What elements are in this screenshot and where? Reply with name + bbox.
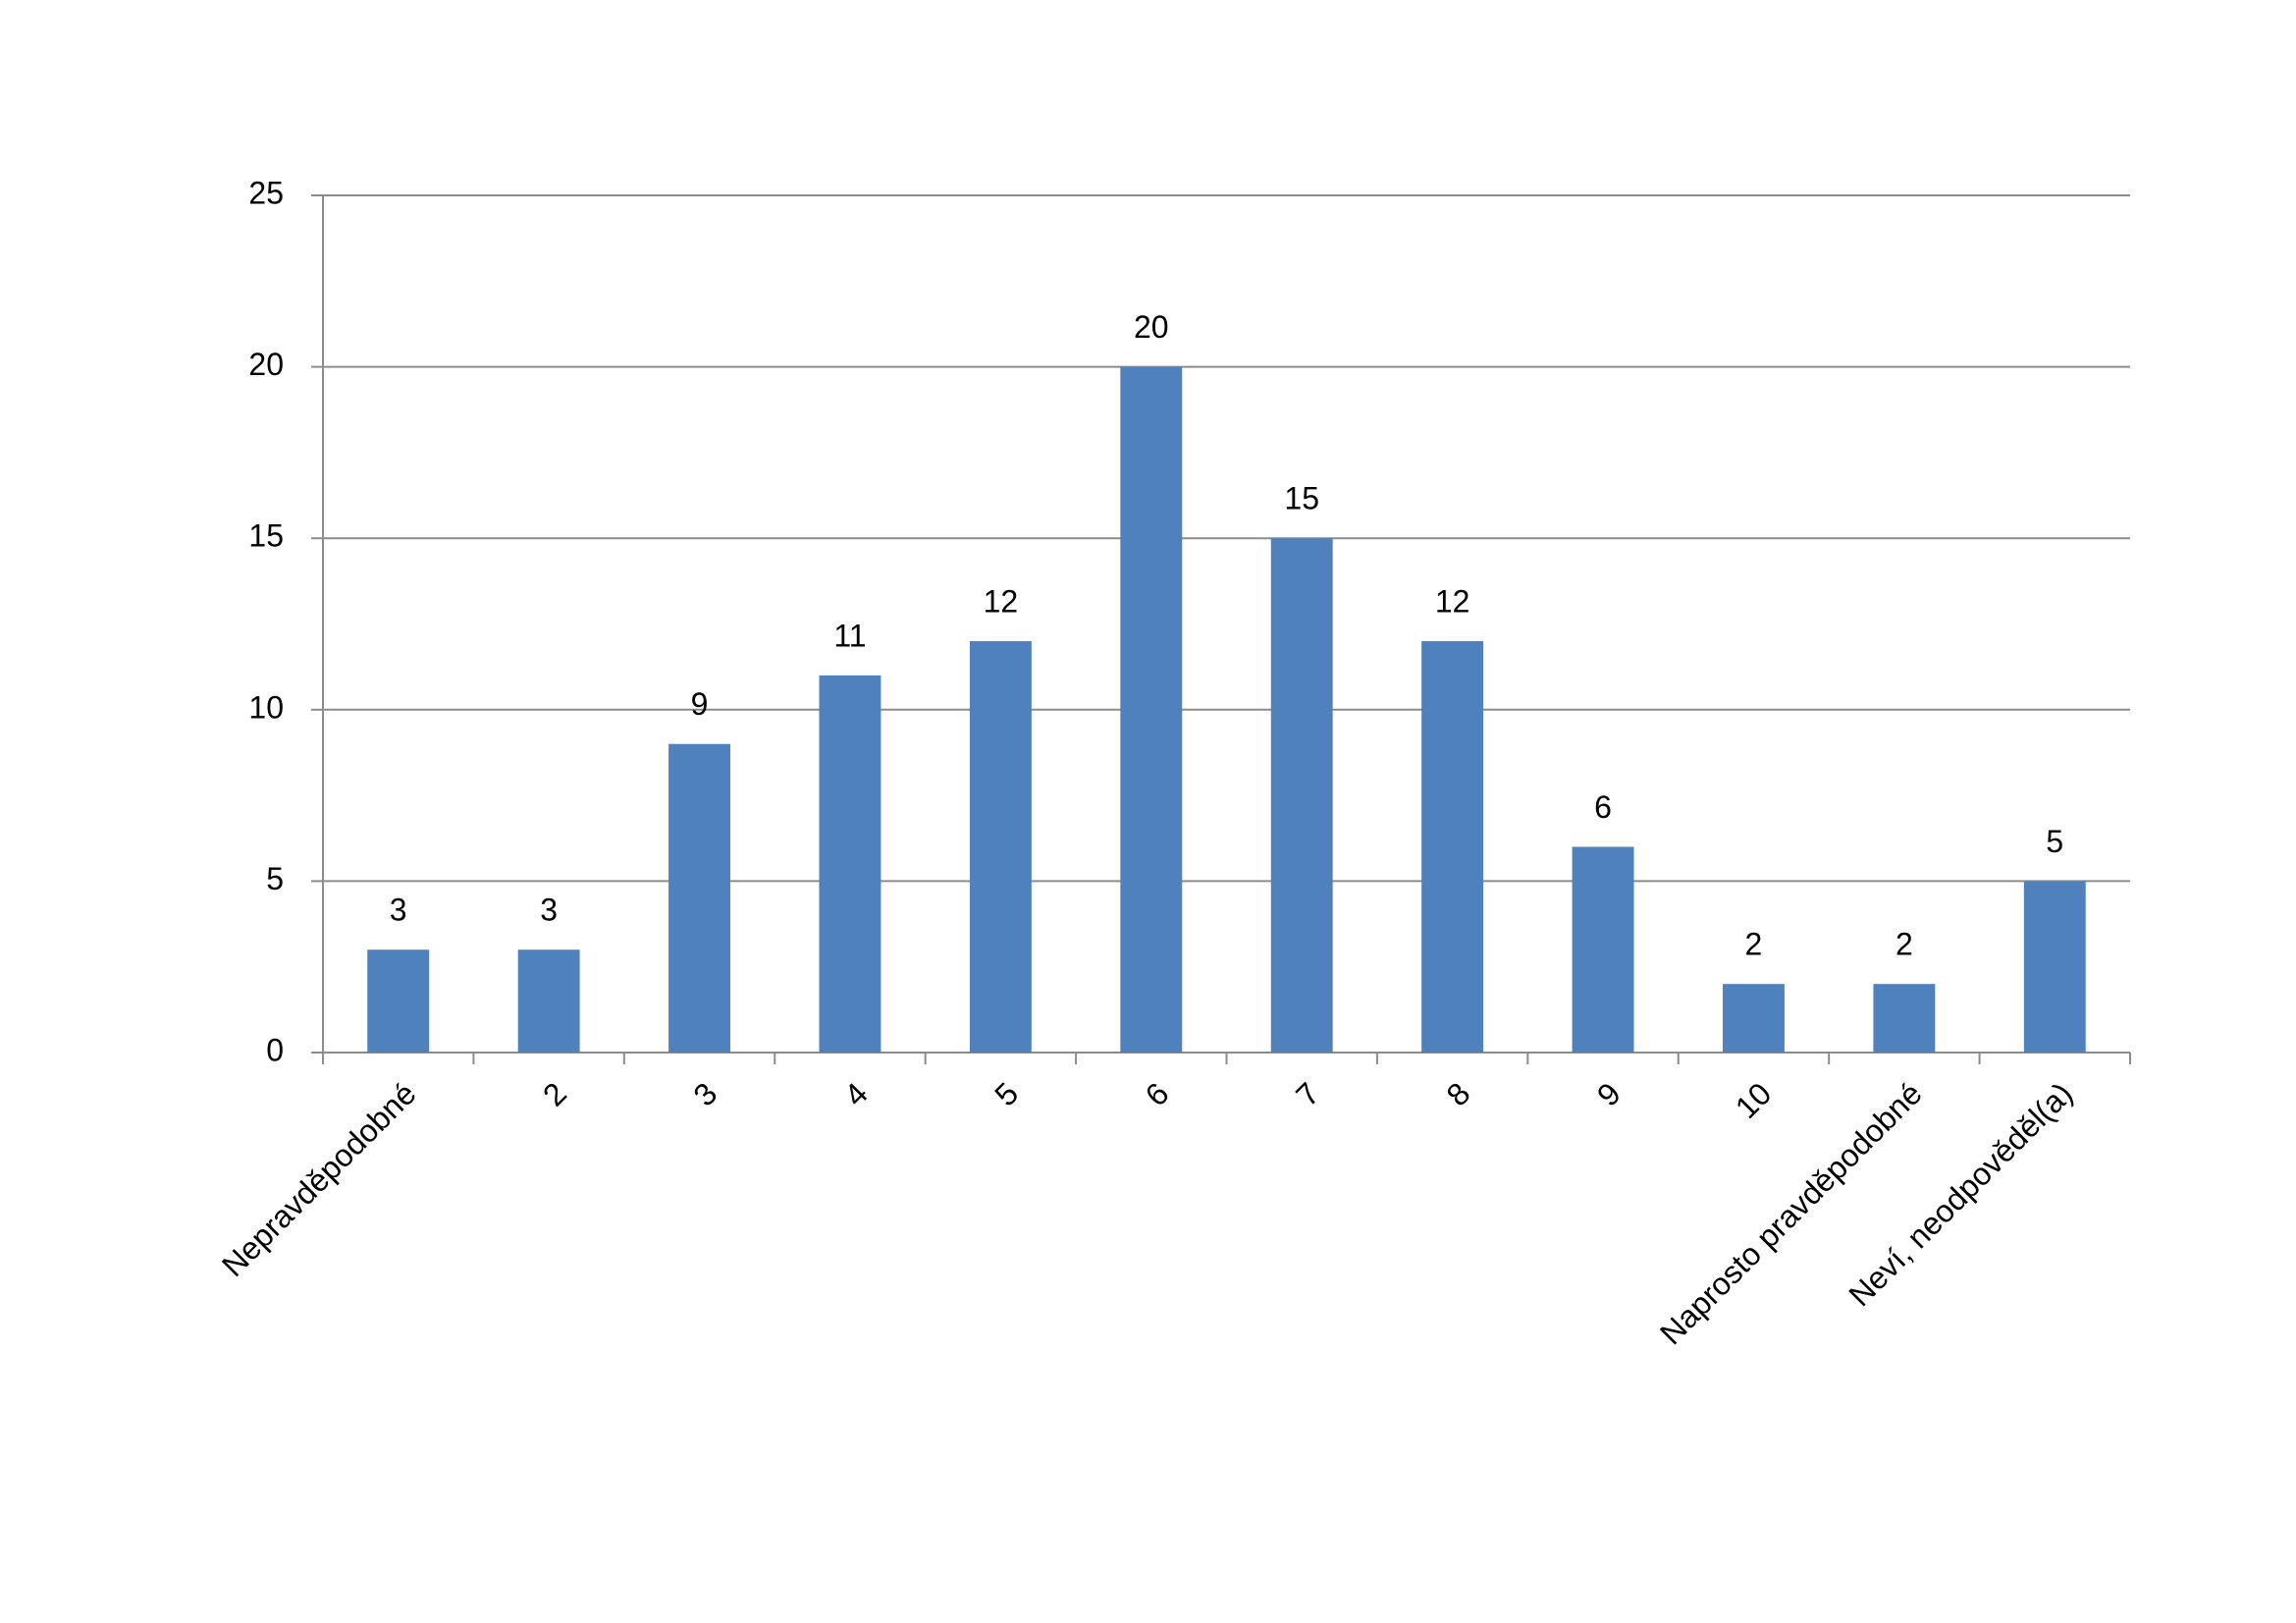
x-tick-label: Naprosto pravděpodobné [1653, 1075, 1929, 1351]
bar [1723, 984, 1785, 1053]
data-label: 12 [984, 583, 1019, 619]
data-label: 2 [1896, 927, 1913, 962]
y-tick-label: 0 [266, 1032, 284, 1067]
x-tick-label: 4 [837, 1075, 875, 1112]
x-tick-label: 3 [686, 1075, 723, 1112]
bar [367, 949, 430, 1053]
bar [1421, 640, 1484, 1053]
x-tick-label: 5 [988, 1075, 1025, 1112]
data-label: 2 [1745, 927, 1763, 962]
y-tick-label: 10 [248, 689, 284, 725]
data-label: 11 [833, 618, 866, 653]
bar [969, 640, 1032, 1053]
bar [2023, 881, 2086, 1053]
x-tick-label: 8 [1440, 1075, 1477, 1112]
bar [1120, 366, 1183, 1054]
x-tick-label: 2 [536, 1075, 573, 1112]
data-label: 15 [1284, 481, 1319, 516]
y-tick-label: 5 [266, 861, 284, 896]
x-tick-label: 9 [1590, 1075, 1628, 1112]
y-tick-label: 15 [248, 518, 284, 554]
x-tick-label: 10 [1729, 1075, 1779, 1125]
data-label: 6 [1594, 789, 1612, 825]
bar [668, 743, 730, 1053]
x-tick-label: 7 [1289, 1075, 1326, 1112]
y-tick-label: 20 [248, 347, 284, 382]
data-label: 9 [691, 686, 709, 722]
data-label: 20 [1134, 309, 1169, 345]
y-tick-label: 25 [248, 175, 284, 210]
data-label: 12 [1435, 583, 1470, 619]
bar [517, 949, 580, 1053]
bar [1873, 984, 1936, 1053]
bar [819, 675, 881, 1053]
data-label: 3 [390, 893, 407, 928]
bar [1270, 538, 1333, 1053]
x-tick-label: Nepravděpodobné [215, 1075, 423, 1283]
x-tick-label: 6 [1139, 1075, 1176, 1112]
data-label: 5 [2046, 824, 2063, 859]
data-label: 3 [540, 893, 558, 928]
bar [1572, 846, 1634, 1053]
